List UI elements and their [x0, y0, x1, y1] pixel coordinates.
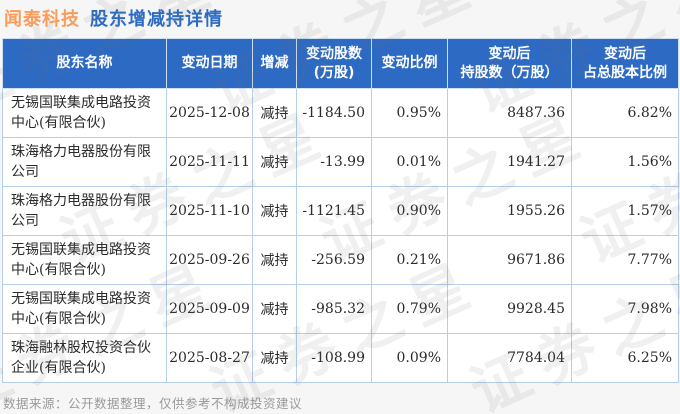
- holding-after: 8487.36: [447, 88, 572, 138]
- change-ratio: 0.90%: [371, 186, 448, 236]
- change-date: 2025-09-09: [166, 284, 253, 334]
- change-shares: -13.99: [296, 137, 372, 187]
- holding-after: 9671.86: [447, 235, 572, 285]
- data-source-note: 数据来源：公开数据整理，仅供参考不构成投资建议: [3, 396, 303, 411]
- page-title: 闻泰科技 股东增减持详情: [4, 5, 223, 31]
- table-row: 珠海融林股权投资合伙企业(有限合伙) 2025-08-27 减持 -108.99 0.0…: [2, 333, 679, 383]
- shareholder-name: 无锡国联集成电路投资中心(有限合伙): [2, 284, 167, 334]
- shareholder-name: 珠海格力电器股份有限公司: [2, 137, 167, 187]
- shareholder-name: 无锡国联集成电路投资中心(有限合伙): [2, 88, 167, 138]
- ratio-after: 1.56%: [571, 137, 679, 187]
- change-ratio: 0.09%: [371, 333, 448, 383]
- change-date: 2025-08-27: [166, 333, 253, 383]
- change-shares: -1184.50: [296, 88, 372, 138]
- shareholder-change-table: 股东名称 变动日期 增减 变动股数 (万股) 变动比例 变动后 持股数（万股） 变动后 占总…: [2, 38, 679, 383]
- table-header-row: 股东名称 变动日期 增减 变动股数 (万股) 变动比例 变动后 持股数（万股） 变动后 占总…: [2, 38, 679, 89]
- holding-after: 1955.26: [447, 186, 572, 236]
- report-title: 股东增减持详情: [90, 9, 223, 30]
- ratio-after: 6.25%: [571, 333, 679, 383]
- change-ratio: 0.21%: [371, 235, 448, 285]
- ratio-after: 6.82%: [571, 88, 679, 138]
- direction-label: 减持: [252, 186, 297, 236]
- shareholder-name: 珠海融林股权投资合伙企业(有限合伙): [2, 333, 167, 383]
- shareholder-name: 珠海格力电器股份有限公司: [2, 186, 167, 236]
- change-date: 2025-11-10: [166, 186, 253, 236]
- ratio-after: 7.77%: [571, 235, 679, 285]
- stock-name: 闻泰科技: [4, 9, 80, 30]
- change-shares: -108.99: [296, 333, 372, 383]
- change-ratio: 0.95%: [371, 88, 448, 138]
- direction-label: 减持: [252, 284, 297, 334]
- column-header-6: 变动后 占总股本比例: [571, 38, 679, 89]
- holding-after: 7784.04: [447, 333, 572, 383]
- column-header-1: 变动日期: [166, 38, 253, 89]
- table-row: 珠海格力电器股份有限公司 2025-11-11 减持 -13.99 0.01% 1941.…: [2, 137, 679, 187]
- column-header-0: 股东名称: [2, 38, 167, 89]
- table-row: 珠海格力电器股份有限公司 2025-11-10 减持 -1121.45 0.90% 195…: [2, 186, 679, 236]
- change-shares: -985.32: [296, 284, 372, 334]
- table-row: 无锡国联集成电路投资中心(有限合伙) 2025-09-09 减持 -985.32 0.7…: [2, 284, 679, 334]
- direction-label: 减持: [252, 137, 297, 187]
- direction-label: 减持: [252, 333, 297, 383]
- column-header-3: 变动股数 (万股): [296, 38, 372, 89]
- ratio-after: 7.98%: [571, 284, 679, 334]
- holding-after: 9928.45: [447, 284, 572, 334]
- change-date: 2025-09-26: [166, 235, 253, 285]
- column-header-4: 变动比例: [371, 38, 448, 89]
- ratio-after: 1.57%: [571, 186, 679, 236]
- column-header-2: 增减: [252, 38, 297, 89]
- change-date: 2025-12-08: [166, 88, 253, 138]
- column-header-5: 变动后 持股数（万股）: [447, 38, 572, 89]
- change-shares: -256.59: [296, 235, 372, 285]
- direction-label: 减持: [252, 88, 297, 138]
- direction-label: 减持: [252, 235, 297, 285]
- table-row: 无锡国联集成电路投资中心(有限合伙) 2025-09-26 减持 -256.59 0.2…: [2, 235, 679, 285]
- change-ratio: 0.01%: [371, 137, 448, 187]
- table-row: 无锡国联集成电路投资中心(有限合伙) 2025-12-08 减持 -1184.50 0.…: [2, 88, 679, 138]
- shareholder-name: 无锡国联集成电路投资中心(有限合伙): [2, 235, 167, 285]
- holding-after: 1941.27: [447, 137, 572, 187]
- change-ratio: 0.79%: [371, 284, 448, 334]
- change-date: 2025-11-11: [166, 137, 253, 187]
- change-shares: -1121.45: [296, 186, 372, 236]
